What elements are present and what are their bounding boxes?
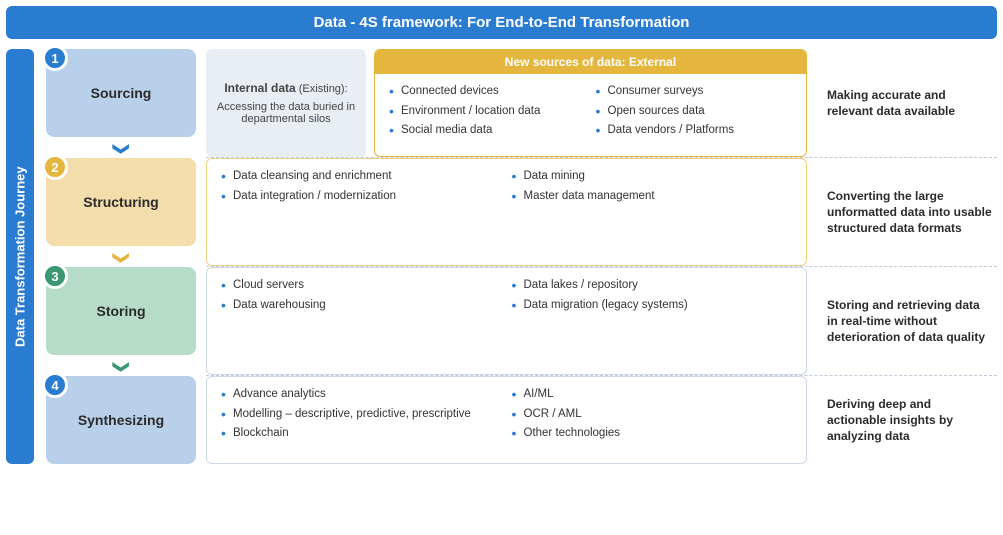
- list-item: Social media data: [389, 121, 586, 141]
- list-item: Other technologies: [512, 424, 793, 444]
- framework-diagram: Data - 4S framework: For End-to-End Tran…: [0, 6, 1003, 470]
- structuring-list-b: Data mining Master data management: [512, 167, 793, 257]
- list-item: Master data management: [512, 187, 793, 207]
- list-item: Data mining: [512, 167, 793, 187]
- stage-desc-storing: Storing and retrieving data in real-time…: [817, 267, 997, 375]
- stage-desc-structuring: Converting the large unformatted data in…: [817, 158, 997, 266]
- external-heading: New sources of data: External: [375, 50, 806, 74]
- internal-data-box: Internal data (Existing): Accessing the …: [206, 49, 366, 157]
- stage-badge-2: 2: [42, 154, 68, 180]
- list-item: Connected devices: [389, 82, 586, 102]
- storing-list-a: Cloud servers Data warehousing: [221, 276, 502, 366]
- storing-list-b: Data lakes / repository Data migration (…: [512, 276, 793, 366]
- stage-card-structuring: 2 Structuring: [46, 158, 196, 246]
- list-item: Data cleansing and enrichment: [221, 167, 502, 187]
- chevron-down-icon: ❯: [113, 142, 129, 155]
- list-item: Data migration (legacy systems): [512, 296, 793, 316]
- structuring-box: Data cleansing and enrichment Data integ…: [206, 158, 807, 266]
- stage-badge-1: 1: [42, 45, 68, 71]
- row-storing: 3 Storing ❯ Cloud servers Data warehousi…: [46, 267, 997, 375]
- list-item: Advance analytics: [221, 385, 502, 405]
- storing-box: Cloud servers Data warehousing Data lake…: [206, 267, 807, 375]
- stage-card-sourcing: 1 Sourcing: [46, 49, 196, 137]
- external-data-box: New sources of data: External Connected …: [374, 49, 807, 157]
- page-title: Data - 4S framework: For End-to-End Tran…: [6, 6, 997, 39]
- internal-body: Accessing the data buried in departmenta…: [216, 101, 356, 125]
- stage-desc-synthesizing: Deriving deep and actionable insights by…: [817, 376, 997, 464]
- diagram-body: Data Transformation Journey 1 Sourcing ❯…: [0, 49, 1003, 470]
- row-synthesizing: 4 Synthesizing Advance analytics Modelli…: [46, 376, 997, 464]
- chevron-down-icon: ❯: [113, 251, 129, 264]
- stage-name: Structuring: [83, 194, 158, 210]
- internal-heading: Internal data: [224, 81, 295, 95]
- stage-name: Storing: [97, 303, 146, 319]
- chevron-down-icon: ❯: [113, 360, 129, 373]
- synthesizing-box: Advance analytics Modelling – descriptiv…: [206, 376, 807, 464]
- journey-label: Data Transformation Journey: [6, 49, 34, 464]
- row-sourcing: 1 Sourcing ❯ Internal data (Existing): A…: [46, 49, 997, 157]
- row-structuring: 2 Structuring ❯ Data cleansing and enric…: [46, 158, 997, 266]
- list-item: OCR / AML: [512, 405, 793, 425]
- list-item: Data lakes / repository: [512, 276, 793, 296]
- synthesizing-list-a: Advance analytics Modelling – descriptiv…: [221, 385, 502, 455]
- stage-card-synthesizing: 4 Synthesizing: [46, 376, 196, 464]
- stage-desc-sourcing: Making accurate and relevant data availa…: [817, 49, 997, 157]
- list-item: Cloud servers: [221, 276, 502, 296]
- list-item: Data vendors / Platforms: [596, 121, 793, 141]
- list-item: Blockchain: [221, 424, 502, 444]
- structuring-list-a: Data cleansing and enrichment Data integ…: [221, 167, 502, 257]
- stage-card-storing: 3 Storing: [46, 267, 196, 355]
- list-item: Environment / location data: [389, 102, 586, 122]
- synthesizing-list-b: AI/ML OCR / AML Other technologies: [512, 385, 793, 455]
- list-item: Data integration / modernization: [221, 187, 502, 207]
- list-item: Open sources data: [596, 102, 793, 122]
- list-item: Consumer surveys: [596, 82, 793, 102]
- stage-name: Synthesizing: [78, 412, 164, 428]
- stage-badge-4: 4: [42, 372, 68, 398]
- sourcing-list-b: Consumer surveys Open sources data Data …: [596, 82, 793, 148]
- list-item: Data warehousing: [221, 296, 502, 316]
- stage-name: Sourcing: [91, 85, 152, 101]
- list-item: Modelling – descriptive, predictive, pre…: [221, 405, 502, 425]
- sourcing-list-a: Connected devices Environment / location…: [389, 82, 586, 148]
- stage-badge-3: 3: [42, 263, 68, 289]
- list-item: AI/ML: [512, 385, 793, 405]
- internal-sub: (Existing):: [299, 83, 348, 95]
- stage-rows: 1 Sourcing ❯ Internal data (Existing): A…: [46, 49, 997, 464]
